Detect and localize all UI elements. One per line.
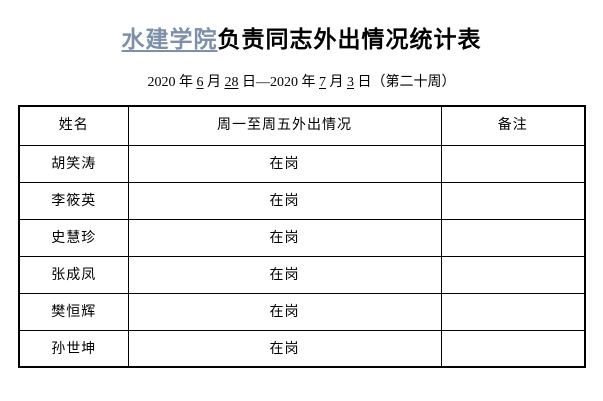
- cell-name: 张成凤: [18, 255, 129, 294]
- cell-note: [440, 255, 586, 294]
- cell-name: 孙世坤: [18, 329, 129, 368]
- end-day: 3: [347, 75, 354, 90]
- page-title-text: 负责同志外出情况统计表: [217, 27, 482, 52]
- header-note: 备注: [440, 105, 586, 146]
- cell-name: 李筱英: [18, 181, 129, 220]
- date-range-subtitle: 2020 年 6 月 28 日—2020 年 7 月 3 日（第二十周）: [0, 71, 603, 91]
- table-row: 李筱英 在岗: [18, 181, 586, 220]
- header-status: 周一至周五外出情况: [127, 105, 442, 146]
- start-day: 28: [224, 75, 239, 90]
- cell-note: [440, 292, 586, 331]
- cell-status: 在岗: [127, 181, 442, 220]
- cell-status: 在岗: [127, 144, 442, 183]
- subtitle-text: 月: [326, 75, 347, 90]
- cell-note: [440, 218, 586, 257]
- subtitle-text: 日—2020 年: [238, 75, 319, 90]
- subtitle-text: 日（第二十周）: [354, 75, 456, 90]
- cell-status: 在岗: [127, 218, 442, 257]
- table-row: 胡笑涛 在岗: [18, 144, 586, 183]
- duty-status-table: 姓名 周一至周五外出情况 备注 胡笑涛 在岗 李筱英 在岗 史慧珍 在岗 张成凤: [18, 105, 586, 368]
- table-row: 樊恒辉 在岗: [18, 292, 586, 331]
- cell-status: 在岗: [127, 292, 442, 331]
- cell-status: 在岗: [127, 329, 442, 368]
- college-name-link[interactable]: 水建学院: [121, 27, 218, 52]
- end-month: 7: [319, 75, 326, 90]
- page-title: 水建学院负责同志外出情况统计表: [0, 20, 603, 54]
- cell-note: [440, 329, 586, 368]
- cell-name: 胡笑涛: [18, 144, 129, 183]
- cell-name: 史慧珍: [18, 218, 129, 257]
- header-name: 姓名: [18, 105, 129, 146]
- table-row: 张成凤 在岗: [18, 255, 586, 294]
- cell-name: 樊恒辉: [18, 292, 129, 331]
- cell-note: [440, 181, 586, 220]
- cell-note: [440, 144, 586, 183]
- table-row: 史慧珍 在岗: [18, 218, 586, 257]
- subtitle-text: 2020 年: [147, 75, 197, 90]
- subtitle-text: 月: [203, 75, 225, 90]
- table-header-row: 姓名 周一至周五外出情况 备注: [18, 105, 586, 146]
- table-row: 孙世坤 在岗: [18, 329, 586, 368]
- start-month: 6: [196, 75, 204, 90]
- cell-status: 在岗: [127, 255, 442, 294]
